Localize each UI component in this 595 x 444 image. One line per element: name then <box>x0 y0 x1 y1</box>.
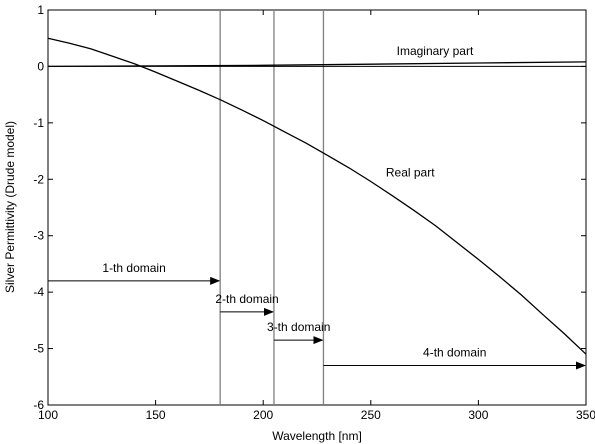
series-real-part <box>47 37 587 355</box>
series-imaginary-part <box>47 61 587 68</box>
domain-label: 2-th domain <box>215 292 278 306</box>
y-tick-label: -4 <box>33 285 44 299</box>
plot-area <box>47 9 587 406</box>
y-tick-label: -3 <box>33 229 44 243</box>
x-tick-label: 300 <box>468 408 488 422</box>
series-annotation: Imaginary part <box>397 44 474 58</box>
domain-label: 3-th domain <box>267 320 330 334</box>
y-tick-label: -6 <box>33 398 44 412</box>
x-tick-label: 350 <box>576 408 595 422</box>
y-tick-label: 1 <box>37 3 44 17</box>
y-tick-label: -2 <box>33 172 44 186</box>
series-annotation: Real part <box>386 165 435 179</box>
domain-label: 1-th domain <box>102 261 165 275</box>
y-axis-label: Silver Permittivity (Drude model) <box>3 121 17 293</box>
x-tick-label: 200 <box>253 408 273 422</box>
y-tick-label: -1 <box>33 116 44 130</box>
y-tick-label: -5 <box>33 342 44 356</box>
domain-label: 4-th domain <box>423 346 486 360</box>
y-tick-label: 0 <box>37 59 44 73</box>
x-tick-label: 100 <box>38 408 58 422</box>
x-tick-label: 150 <box>146 408 166 422</box>
x-axis-label: Wavelength [nm] <box>272 429 362 443</box>
x-tick-label: 250 <box>361 408 381 422</box>
